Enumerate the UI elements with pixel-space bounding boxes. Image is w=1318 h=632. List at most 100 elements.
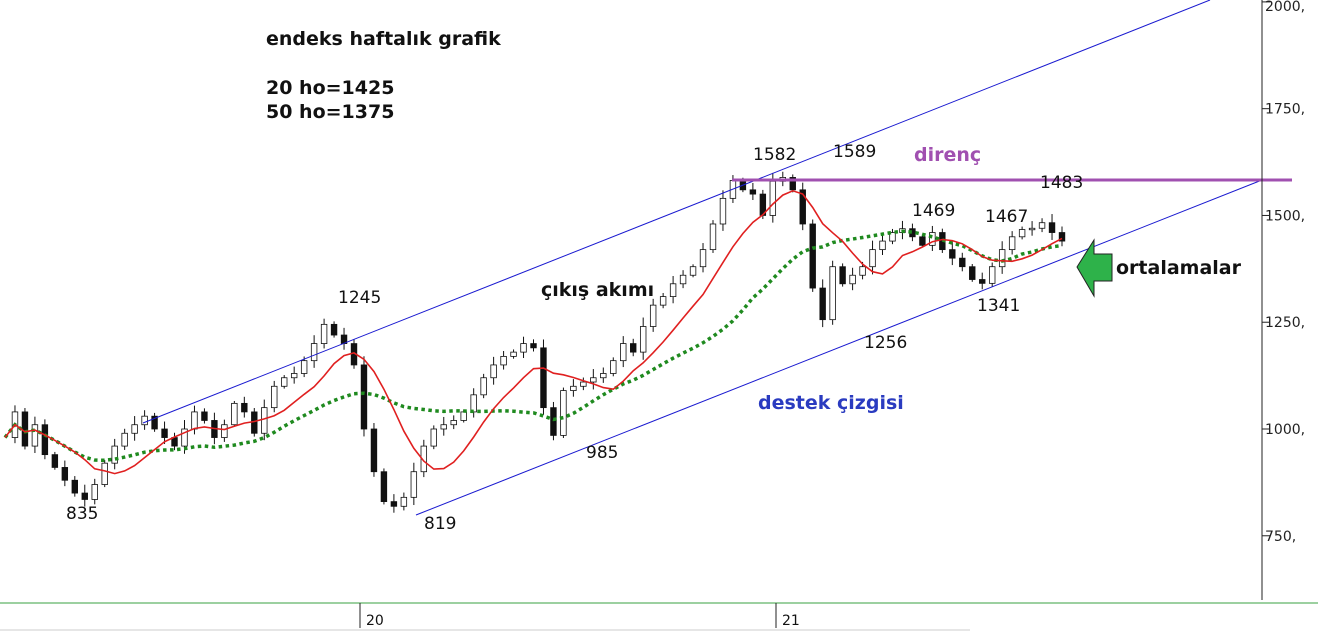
candle-down [979, 279, 986, 284]
candle-up [101, 462, 108, 485]
candle-up [709, 223, 717, 251]
candle-up [699, 249, 707, 268]
candle-up [281, 377, 288, 387]
candle-down [969, 266, 976, 280]
candle-up [1018, 229, 1026, 238]
y-tick-label-1750: 1750, [1265, 102, 1305, 118]
y-tick-label-750: 750, [1265, 529, 1296, 545]
price-label-1341: 1341 [977, 296, 1021, 316]
chart-title: endeks haftalık grafik [266, 28, 501, 50]
candle-up [879, 240, 886, 251]
candle-up [600, 373, 607, 379]
ortalamalar-arrow-icon [1076, 238, 1113, 298]
candle-up [31, 424, 39, 447]
candle-up [659, 296, 667, 306]
direnc-label: direnç [914, 144, 982, 166]
candle-down [61, 467, 69, 481]
candle-up [1038, 222, 1046, 229]
candle-down [51, 454, 59, 468]
candle-down [71, 479, 79, 494]
candle-up [400, 496, 408, 507]
candle-up [310, 343, 318, 362]
price-label-1582: 1582 [753, 145, 797, 165]
candle-down [540, 347, 547, 409]
candle-up [889, 232, 896, 242]
y-tick-label-1250: 1250, [1265, 315, 1305, 331]
price-label-1469: 1469 [912, 201, 956, 221]
ma50-line [3, 229, 1063, 463]
candle-down [370, 428, 378, 473]
candle-up [121, 432, 128, 447]
candle-up [490, 364, 497, 379]
candle-up [500, 355, 507, 366]
candle-down [380, 471, 388, 503]
y-tick-label-1500: 1500, [1265, 208, 1305, 224]
y-tick-label-2000: 2000, [1265, 0, 1305, 15]
candle-down [530, 343, 537, 349]
price-label-1256: 1256 [864, 333, 908, 353]
candle-up [300, 360, 308, 374]
candle-up [510, 351, 517, 357]
candle-down [789, 177, 796, 191]
candle-down [21, 411, 29, 447]
candle-down [1048, 222, 1056, 233]
candle-down [949, 249, 956, 259]
candle-up [689, 266, 697, 276]
candle-down [919, 236, 926, 246]
candle-up [829, 266, 836, 321]
y-tick-label-1000: 1000, [1265, 422, 1305, 438]
candle-up [649, 304, 657, 327]
candle-up [181, 428, 188, 447]
candle-up [221, 424, 228, 438]
channel-upper-line [142, 0, 1211, 424]
candle-down [1058, 232, 1066, 242]
candles-layer [11, 171, 1066, 513]
candle-down [630, 343, 637, 353]
candle-up [988, 266, 996, 284]
ma20-label: 20 ho=1425 [266, 77, 395, 99]
candle-down [241, 402, 248, 413]
ortalamalar-label: ortalamalar [1116, 257, 1241, 279]
candle-up [191, 411, 198, 430]
candle-up [719, 197, 727, 225]
candle-up [290, 373, 298, 379]
candle-up [669, 283, 677, 297]
candle-up [769, 180, 777, 216]
candle-up [849, 274, 856, 285]
candle-up [231, 402, 238, 426]
candle-up [271, 385, 278, 409]
candle-up [450, 420, 457, 426]
candle-up [679, 274, 687, 285]
candle-up [420, 445, 428, 473]
candle-up [430, 428, 437, 447]
candle-up [111, 445, 118, 464]
candle-down [41, 424, 49, 456]
price-label-1483: 1483 [1040, 173, 1084, 193]
candle-down [330, 323, 338, 336]
candle-down [390, 501, 398, 507]
candle-up [520, 343, 527, 353]
candle-up [998, 249, 1006, 268]
candle-up [639, 326, 647, 353]
candle-down [161, 428, 168, 438]
candle-up [91, 484, 98, 500]
ma50-label: 50 ho=1375 [266, 101, 395, 123]
candle-up [1028, 227, 1036, 231]
candle-down [550, 407, 557, 436]
candle-down [799, 189, 806, 225]
candle-up [410, 471, 418, 498]
candle-up [440, 424, 447, 430]
cikis-akimi-label: çıkış akımı [541, 279, 655, 301]
candle-up [570, 385, 577, 391]
ma20-line [4, 189, 1063, 475]
candle-up [320, 323, 328, 344]
candle-up [141, 415, 148, 426]
candle-up [460, 411, 467, 421]
price-label-1467: 1467 [985, 207, 1029, 227]
price-label-835: 835 [66, 504, 99, 524]
price-label-985: 985 [586, 443, 619, 463]
channel-lower-line [415, 179, 1263, 516]
candle-up [859, 266, 866, 276]
candle-up [620, 343, 627, 362]
